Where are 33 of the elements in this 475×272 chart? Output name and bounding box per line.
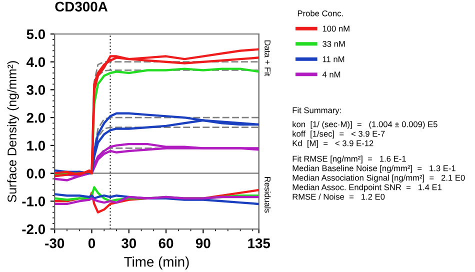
text: kon [1/ (sec·M)] = (1.004 ± 0.009) E5 (292, 121, 438, 129)
x-tick-label: 0 (88, 238, 96, 248)
legend-label: 11 nM (322, 56, 344, 62)
y-tick-label: 4.0 (26, 57, 46, 68)
text: RMSE / Noise = 1.2 E0 (292, 194, 385, 200)
text: koff [1/sec] = < 3.9 E-7 (292, 130, 385, 138)
text: Residuals (264, 177, 271, 213)
y-tick-label: -2.0 (22, 224, 46, 234)
text: Fit Summary: (292, 107, 341, 115)
x-tick-label: 60 (158, 238, 174, 248)
x-tick-label: 135 (248, 238, 270, 248)
text: Median Baseline Noise [ng/mm²] = 1.3 E-1 (292, 165, 456, 173)
y-tick-label: 3.0 (26, 85, 46, 95)
y-tick-label: -1.0 (22, 196, 46, 206)
y-tick-label: 5.0 (26, 29, 46, 40)
x-tick-label: -30 (45, 238, 64, 248)
y-tick-label: 1.0 (27, 140, 46, 151)
legend-label: 33 nM (322, 40, 345, 47)
text: Kd [M] = < 3.9 E-12 (292, 140, 374, 148)
legend-label: 4 nM (322, 72, 340, 78)
x-axis-title: Time (min) (124, 256, 189, 270)
text: Median Association Signal [ng/mm²] = 2.1 E0 (292, 174, 465, 182)
text: Data + Fit (264, 40, 271, 76)
y-axis-title: Surface Density (ng/mm²) (7, 61, 19, 202)
chart-title: CD300A (55, 2, 108, 12)
y-tick-label: 0.0 (26, 168, 46, 178)
y-tick-label: 2.0 (26, 112, 46, 123)
legend-label: 100 nM (322, 26, 350, 32)
legend-title: Probe Conc. (298, 10, 343, 16)
x-tick-label: 90 (196, 238, 210, 248)
x-tick-label: 30 (121, 238, 136, 248)
text: Median Assoc. Endpoint SNR = 1.4 E1 (292, 184, 442, 192)
text: Fit RMSE [ng/mm²] = 1.6 E-1 (292, 156, 406, 164)
